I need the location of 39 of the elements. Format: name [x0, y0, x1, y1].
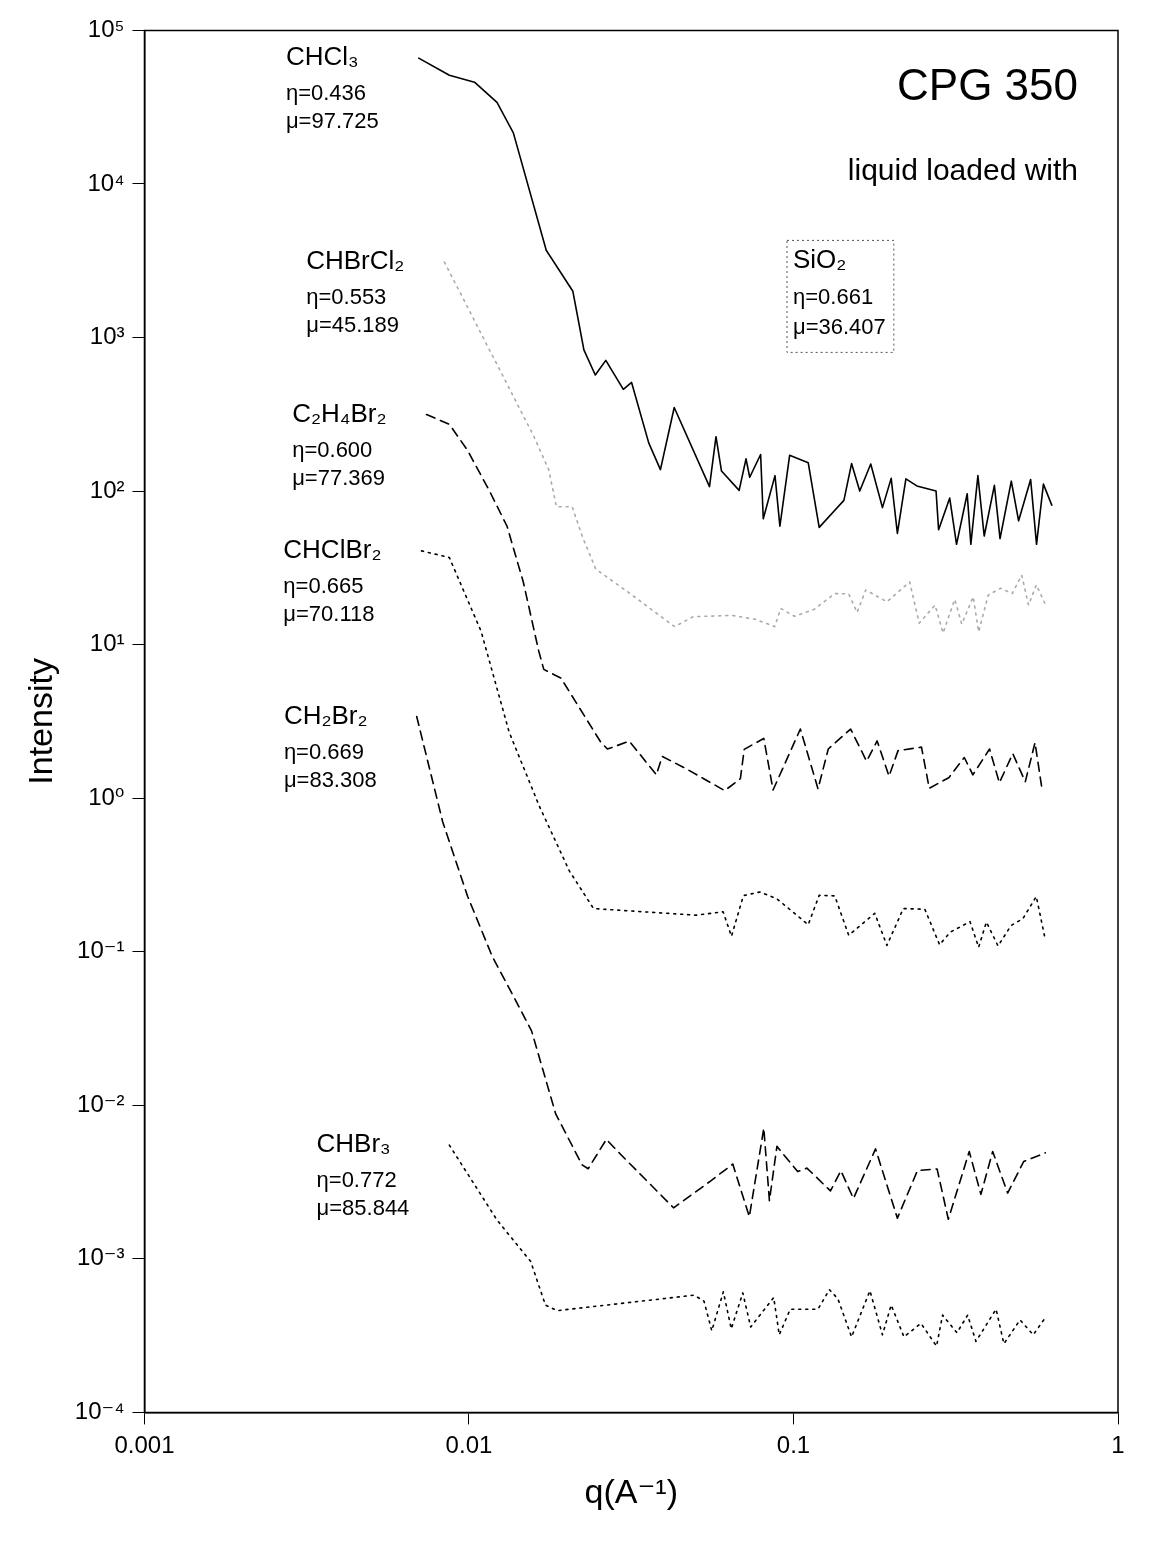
y-tick-label: 10¹ [89, 629, 125, 657]
annotation: η=0.600 [292, 436, 373, 462]
annotation: SiO₂ [793, 243, 847, 274]
annotation: μ=85.844 [316, 1195, 410, 1221]
x-tick-label: 1 [1111, 1431, 1125, 1459]
series-label: C₂H₄Br₂ [292, 397, 387, 428]
annotation: η=0.436 [285, 80, 367, 106]
annotation: μ=45.189 [306, 312, 400, 338]
y-tick-label: 10² [89, 475, 125, 503]
annotation: η=0.553 [306, 284, 387, 310]
x-axis-title: q(A⁻¹) [584, 1471, 678, 1510]
y-tick-label: 10⁻² [77, 1089, 125, 1117]
x-tick-label: 0.1 [776, 1431, 811, 1459]
y-tick-label: 10⁴ [87, 168, 125, 196]
text: liquid loaded with [847, 153, 1078, 187]
annotation: η=0.772 [316, 1167, 397, 1193]
x-tick-label: 0.01 [445, 1431, 493, 1459]
text: CHCl₃ [285, 41, 359, 72]
annotation: μ=83.308 [283, 766, 377, 792]
series-label: CH₂Br₂ [283, 699, 368, 730]
x-tick-label: 0.001 [114, 1431, 175, 1459]
annotation: μ=70.118 [283, 600, 375, 626]
y-tick-label: 10⁻¹ [77, 936, 125, 964]
text: CPG 350 [897, 60, 1078, 110]
y-tick-label: 10⁵ [87, 15, 125, 43]
series-label: CHClBr₂ [283, 534, 382, 565]
annotation: μ=36.407 [793, 314, 886, 340]
annotation: η=0.669 [283, 738, 365, 764]
annotation: μ=97.725 [285, 108, 379, 134]
text: CHBr₃ [316, 1128, 391, 1159]
y-tick-label: 10⁻⁴ [74, 1397, 125, 1425]
annotation: η=0.665 [283, 572, 364, 598]
y-axis-title: Intensity [20, 658, 59, 785]
annotation: η=0.661 [793, 284, 874, 310]
annotation: μ=77.369 [292, 464, 386, 490]
y-tick-label: 10³ [89, 322, 125, 350]
series-label: CHBrCl₂ [306, 245, 405, 276]
y-tick-label: 10⁰ [88, 782, 125, 810]
y-tick-label: 10⁻³ [77, 1243, 125, 1271]
